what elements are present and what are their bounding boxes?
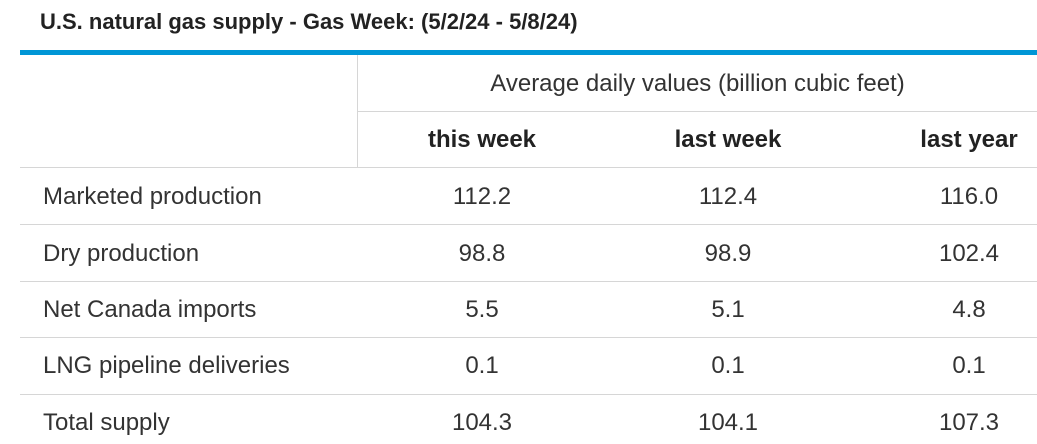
cell: 0.1	[465, 352, 499, 379]
column-header-this-week: this week	[427, 126, 537, 153]
cell: 5.1	[711, 296, 745, 323]
cell: 104.1	[697, 409, 759, 436]
header-rule	[20, 167, 1037, 168]
cell: 107.3	[938, 409, 1000, 436]
cell: 0.1	[711, 352, 745, 379]
cell: 0.1	[952, 352, 986, 379]
column-header-last-week: last week	[674, 126, 782, 153]
column-header-last-year: last year	[920, 126, 1018, 153]
cell: 116.0	[939, 183, 999, 210]
cell: 102.4	[938, 240, 1000, 267]
row-label-net-canada-imports: Net Canada imports	[43, 296, 257, 323]
group-header-rule	[358, 111, 1037, 112]
cell: 112.2	[452, 183, 512, 210]
cell: 112.4	[698, 183, 758, 210]
row-rule	[20, 337, 1037, 338]
row-label-marketed-production: Marketed production	[43, 183, 262, 210]
cell: 98.8	[458, 240, 506, 267]
header-divider	[357, 55, 358, 167]
row-rule	[20, 394, 1037, 395]
cell: 5.5	[465, 296, 499, 323]
row-rule	[20, 281, 1037, 282]
group-header: Average daily values (billion cubic feet…	[490, 70, 905, 97]
row-label-lng-pipeline-deliveries: LNG pipeline deliveries	[43, 352, 290, 379]
row-label-total-supply: Total supply	[43, 409, 170, 436]
cell: 98.9	[704, 240, 752, 267]
page-title: U.S. natural gas supply - Gas Week: (5/2…	[40, 9, 578, 34]
title-rule	[20, 50, 1037, 55]
row-rule	[20, 224, 1037, 225]
cell: 104.3	[451, 409, 513, 436]
row-label-dry-production: Dry production	[43, 240, 200, 267]
cell: 4.8	[952, 296, 986, 323]
